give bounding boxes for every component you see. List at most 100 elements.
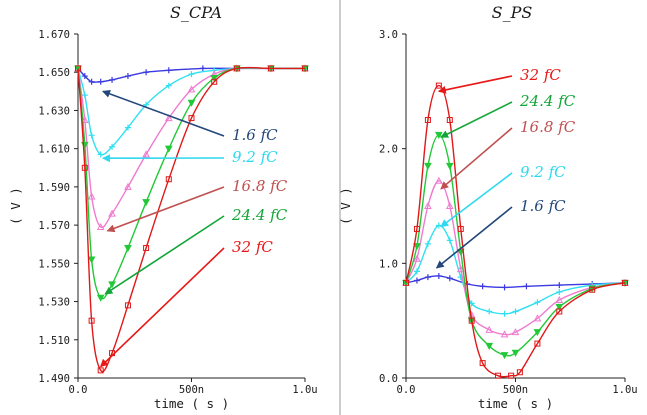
data-point [302, 65, 308, 72]
data-point [233, 65, 240, 72]
annotation: 9.2 fC [101, 148, 278, 166]
y-tick-label: 1.510 [38, 335, 70, 347]
data-point [187, 85, 196, 93]
panel-s-ps: 0.0 1.0 2.0 3.0 0.0 500n 1.0u time ( s ) ( V ) S_… [338, 3, 638, 411]
annotation: 1.6 fC [102, 90, 278, 144]
data-point [501, 310, 508, 317]
annotation-arrow [104, 215, 225, 295]
data-point [164, 114, 173, 122]
y-tick-label: 1.570 [38, 220, 70, 232]
annotation-label: 24.4 fC [231, 206, 288, 224]
data-point [413, 277, 420, 284]
series-32-fc [403, 82, 628, 379]
data-point [413, 243, 421, 251]
y-tick-label: 1.630 [38, 105, 70, 117]
y-tick-label: 1.530 [38, 297, 70, 309]
data-point [500, 352, 509, 360]
data-point [556, 282, 563, 289]
data-point [413, 225, 420, 232]
annotation: 16.8 fC [106, 177, 288, 233]
annotation: 24.4 fC [440, 92, 576, 138]
data-point [589, 286, 596, 293]
annotation: 24.4 fC [104, 206, 288, 295]
data-point [533, 329, 542, 337]
annotation-arrow [440, 127, 513, 190]
data-point [435, 176, 443, 184]
annotation-label: 16.8 fC [232, 177, 288, 195]
data-point [267, 65, 274, 72]
data-point [124, 73, 131, 80]
data-point [534, 340, 541, 347]
data-point [508, 372, 515, 379]
series-line [405, 84, 626, 378]
data-point [516, 369, 523, 376]
y-axis-label: ( V ) [338, 187, 353, 225]
annotation: 32 fC [437, 66, 561, 94]
data-point [124, 245, 132, 253]
y-tick-label: 1.670 [38, 29, 70, 41]
annotation-label: 32 fC [520, 66, 561, 84]
x-tick-label: 500n [503, 384, 528, 396]
data-point [424, 162, 432, 170]
data-point [556, 308, 563, 315]
data-point [143, 245, 150, 252]
annotation-label: 24.4 fC [519, 92, 576, 110]
data-point [533, 314, 542, 322]
data-point [446, 275, 453, 282]
data-point [87, 256, 96, 264]
data-point [109, 143, 116, 150]
y-axis-label: ( V ) [8, 187, 23, 225]
data-point [97, 78, 104, 85]
data-point [479, 360, 486, 367]
data-point [81, 92, 88, 99]
annotation-arrow [437, 75, 513, 94]
data-point [142, 150, 150, 158]
annotation-arrow [440, 101, 513, 138]
y-tick-label: 1.610 [38, 144, 70, 156]
data-point [622, 279, 628, 286]
series-9-2-fc [403, 222, 628, 317]
annotation-label: 1.6 fC [520, 197, 566, 215]
data-point [88, 78, 95, 85]
data-point [165, 82, 172, 89]
annotation: 9.2 fC [440, 163, 566, 228]
x-tick-label: 1.0u [292, 384, 317, 396]
annotation-arrow [99, 247, 225, 368]
data-point [479, 283, 486, 290]
data-point [500, 330, 509, 338]
data-point [124, 302, 131, 309]
data-point [456, 265, 465, 273]
data-point [555, 295, 564, 304]
data-point [468, 317, 475, 324]
data-point [188, 71, 195, 78]
annotation: 16.8 fC [440, 118, 576, 190]
y-tick-label: 1.590 [38, 182, 70, 194]
data-point [424, 240, 431, 247]
chart-title: S_PS [492, 3, 533, 22]
data-point [555, 303, 564, 311]
data-point [164, 145, 173, 153]
data-point [88, 132, 95, 139]
data-point [424, 274, 431, 281]
x-tick-label: 0.0 [69, 384, 88, 396]
data-point [424, 201, 432, 209]
y-tick-label: 0.0 [379, 373, 398, 385]
data-point [143, 69, 150, 76]
data-point [486, 308, 493, 315]
data-point [75, 65, 81, 72]
annotation: 32 fC [99, 238, 273, 368]
y-tick-label: 2.0 [379, 144, 398, 156]
data-point [97, 367, 104, 374]
data-point [435, 272, 442, 279]
data-point [109, 76, 116, 83]
data-point [445, 201, 454, 209]
x-tick-label: 1.0u [612, 384, 637, 396]
annotation-arrow [102, 90, 225, 137]
data-point [485, 342, 494, 350]
series-line [77, 66, 306, 373]
annotation-label: 32 fC [232, 238, 273, 256]
data-point [96, 294, 105, 302]
series-24-4-fc [402, 131, 629, 360]
data-point [165, 67, 172, 74]
y-tick-label: 1.550 [38, 258, 70, 270]
